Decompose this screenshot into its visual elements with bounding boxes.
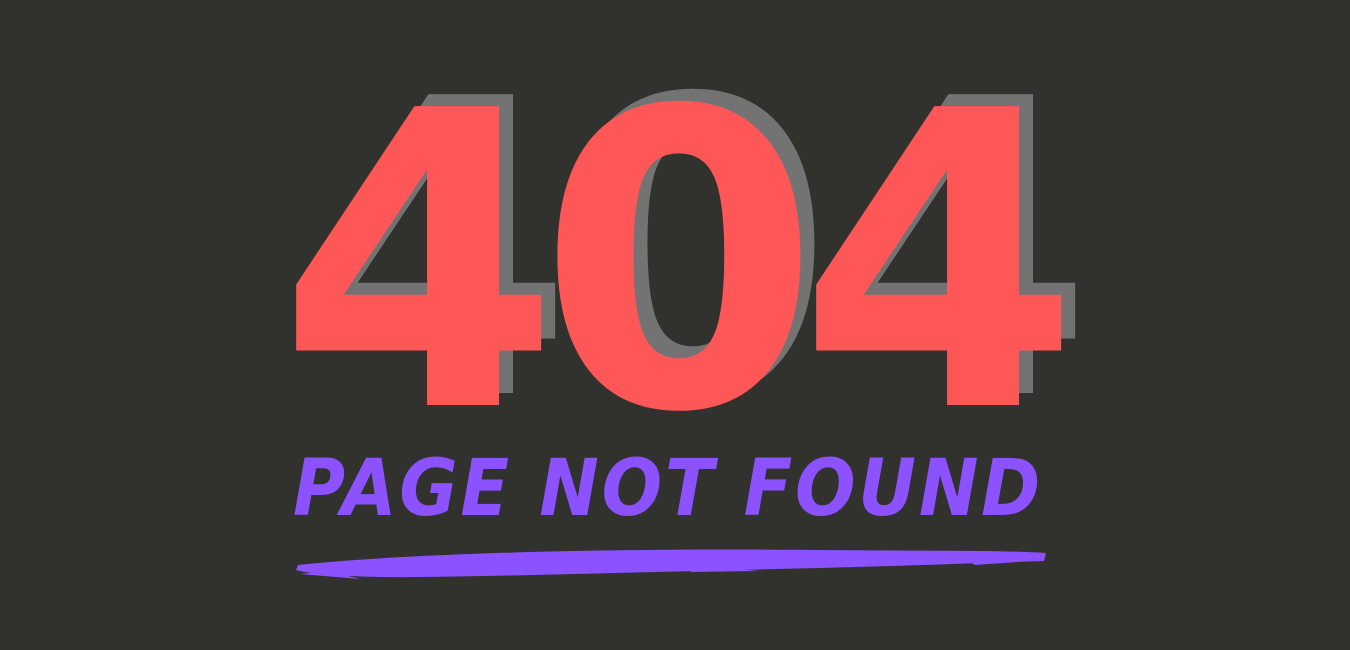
brush-underline	[296, 549, 1046, 579]
error-code-shadow: 404	[292, 12, 1078, 490]
error-message: PAGE NOT FOUND	[293, 444, 1043, 534]
error-code: 404	[278, 24, 1064, 502]
